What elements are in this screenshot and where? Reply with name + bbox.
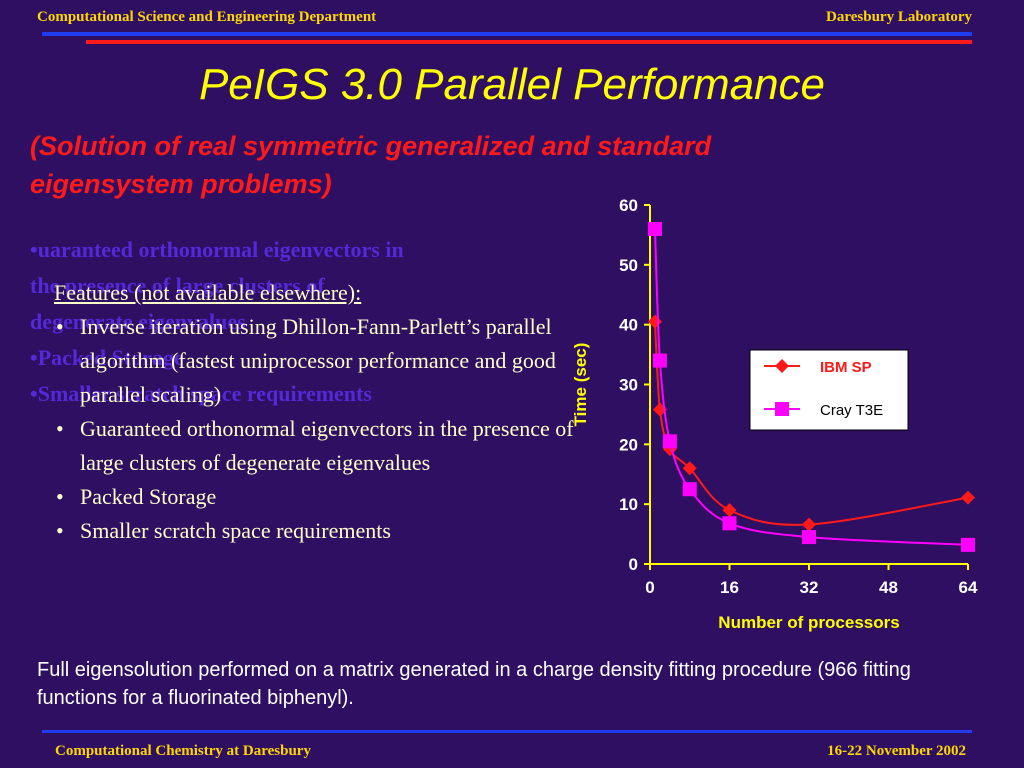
legend-label-ibm-sp: IBM SP — [820, 359, 872, 376]
header-department: Computational Science and Engineering De… — [37, 9, 377, 25]
subtitle-line-1: (Solution of real symmetric generalized … — [30, 131, 712, 161]
features-heading: Features (not available elsewhere): — [54, 280, 362, 305]
data-point-ibm-sp — [722, 503, 737, 518]
data-point-cray-t3e — [647, 221, 662, 236]
legend-swatch-marker — [775, 359, 789, 373]
y-tick-label: 10 — [619, 495, 638, 514]
feature-item: Guaranteed orthonormal eigenvectors in t… — [54, 412, 574, 480]
data-point-cray-t3e — [722, 516, 737, 531]
data-point-ibm-sp — [682, 461, 697, 476]
footer-date: 16-22 November 2002 — [827, 743, 966, 759]
x-axis-title: Number of processors — [718, 613, 899, 632]
header-laboratory: Daresbury Laboratory — [826, 9, 972, 25]
legend-swatch-marker — [775, 402, 789, 416]
header-divider-red — [86, 40, 972, 44]
y-axis-title: Time (sec) — [571, 343, 590, 427]
feature-item: Smaller scratch space requirements — [54, 514, 574, 548]
y-tick-label: 20 — [619, 435, 638, 454]
data-point-cray-t3e — [802, 530, 816, 545]
y-tick-label: 0 — [629, 555, 638, 574]
ghost-line: •uaranteed orthonormal eigenvectors in — [30, 237, 404, 262]
performance-chart: 0 10 20 30 40 50 60 0 16 32 48 64 Number of processo… — [571, 196, 978, 632]
legend-label-cray-t3e: Cray T3E — [820, 402, 883, 419]
x-tick-label: 16 — [720, 578, 739, 597]
footnote: Full eigensolution performed on a matrix… — [37, 659, 911, 709]
y-tick-label: 30 — [619, 376, 638, 395]
y-tick-label: 50 — [619, 256, 638, 275]
feature-item: Inverse iteration using Dhillon-Fann-Par… — [54, 310, 574, 412]
data-point-ibm-sp — [961, 490, 975, 505]
y-tick-label: 40 — [619, 316, 638, 335]
data-point-cray-t3e — [652, 353, 667, 368]
header-divider-blue — [42, 32, 972, 36]
features-block: Features (not available elsewhere): Inve… — [54, 276, 574, 548]
data-point-cray-t3e — [961, 537, 975, 552]
data-point-cray-t3e — [662, 434, 677, 449]
data-point-ibm-sp — [802, 517, 816, 532]
x-tick-label: 48 — [879, 578, 898, 597]
subtitle-line-2: eigensystem problems) — [30, 169, 332, 199]
legend-box — [749, 349, 909, 431]
footer-divider — [42, 730, 972, 733]
feature-item: Packed Storage — [54, 480, 574, 514]
footer-left: Computational Chemistry at Daresbury — [55, 743, 311, 759]
data-point-cray-t3e — [682, 482, 697, 497]
x-tick-label: 32 — [800, 578, 819, 597]
ghost-line: the presence of large clusters of — [30, 273, 325, 298]
features-list: Inverse iteration using Dhillon-Fann-Par… — [54, 310, 574, 548]
slide-title: PeIGS 3.0 Parallel Performance — [198, 60, 826, 109]
x-tick-label: 0 — [645, 578, 654, 597]
slide-subtitle: (Solution of real symmetric generalized … — [30, 127, 930, 203]
y-tick-label: 60 — [619, 196, 638, 215]
x-tick-label: 64 — [959, 578, 978, 597]
